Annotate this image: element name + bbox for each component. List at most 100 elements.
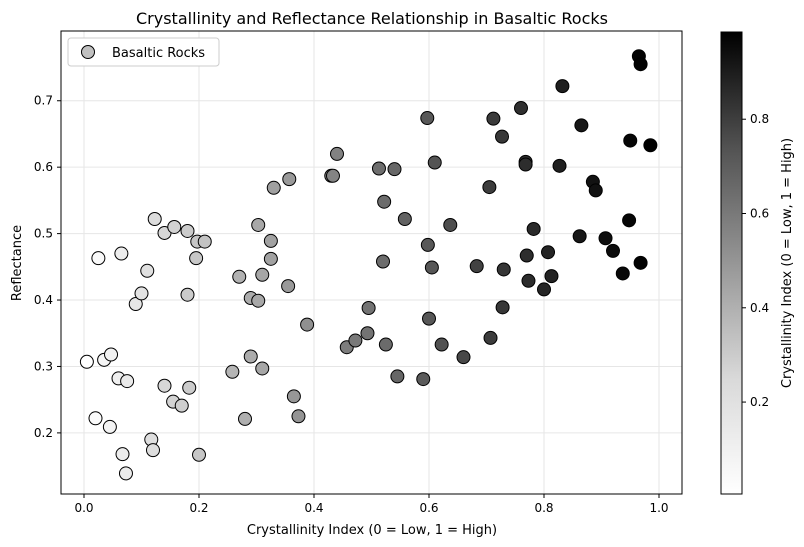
data-point xyxy=(537,282,551,297)
data-point xyxy=(189,251,204,266)
chart-title: Crystallinity and Reflectance Relationsh… xyxy=(136,9,608,28)
data-point xyxy=(495,129,510,144)
data-point xyxy=(555,79,570,94)
data-point xyxy=(255,267,270,282)
data-point xyxy=(79,354,94,369)
data-point xyxy=(251,217,266,232)
data-point xyxy=(544,269,559,284)
data-point xyxy=(266,180,281,195)
data-point xyxy=(434,337,449,352)
x-tick-label: 0.2 xyxy=(189,501,208,515)
colorbar-gradient xyxy=(720,31,743,495)
y-tick-label: 0.5 xyxy=(34,227,53,241)
y-tick-label: 0.6 xyxy=(34,160,53,174)
colorbar-label: Crystallinity Index (0 = Low, 1 = High) xyxy=(780,138,795,388)
data-point xyxy=(518,157,533,172)
y-axis-ticks: 0.2 0.3 0.4 0.5 0.6 0.7 xyxy=(34,94,61,440)
y-tick-label: 0.4 xyxy=(34,293,53,307)
data-point xyxy=(88,411,103,426)
data-point xyxy=(377,194,392,209)
data-point xyxy=(232,269,247,284)
colorbar-tick-label: 0.6 xyxy=(750,207,769,221)
data-point xyxy=(496,262,511,277)
data-point xyxy=(174,398,189,413)
legend: Basaltic Rocks xyxy=(67,37,220,67)
data-point xyxy=(180,287,195,302)
data-point xyxy=(102,419,117,434)
grid-lines xyxy=(61,31,682,494)
y-tick-label: 0.3 xyxy=(34,359,53,373)
data-point xyxy=(643,138,658,153)
data-point xyxy=(225,364,240,379)
data-point xyxy=(633,57,648,72)
colorbar-tick-label: 0.2 xyxy=(750,395,769,409)
y-tick-label: 0.7 xyxy=(34,94,53,108)
data-point xyxy=(469,259,484,274)
data-point xyxy=(118,466,133,481)
data-point xyxy=(300,317,315,332)
data-point xyxy=(286,389,301,404)
data-point xyxy=(622,213,637,228)
data-point xyxy=(282,172,297,187)
data-point xyxy=(263,251,278,266)
data-point xyxy=(115,447,130,462)
data-point xyxy=(192,447,206,462)
data-point xyxy=(104,347,119,362)
data-point xyxy=(456,350,471,365)
data-point xyxy=(623,133,638,148)
data-point xyxy=(263,233,278,248)
data-point xyxy=(330,146,344,161)
data-point xyxy=(91,251,106,266)
data-point xyxy=(427,155,442,170)
plot-area-frame xyxy=(60,30,683,495)
data-point xyxy=(147,211,162,226)
colorbar-tick-label: 0.4 xyxy=(750,301,769,315)
data-point xyxy=(552,158,567,173)
data-point xyxy=(482,180,497,195)
data-point xyxy=(182,380,197,395)
data-point xyxy=(167,219,182,234)
data-point xyxy=(360,326,375,341)
data-point xyxy=(416,372,431,387)
data-point xyxy=(114,246,129,261)
data-point xyxy=(588,183,603,198)
data-point xyxy=(420,111,435,126)
legend-marker xyxy=(81,45,95,59)
colorbar: 0.2 0.4 0.6 0.8 Crystallinity Index (0 = Lo… xyxy=(720,31,795,495)
data-point xyxy=(519,248,534,263)
data-point xyxy=(526,221,541,236)
x-tick-label: 0.4 xyxy=(304,501,323,515)
data-point xyxy=(514,101,528,116)
data-point xyxy=(291,409,306,424)
data-point xyxy=(128,297,143,312)
data-point xyxy=(397,211,412,226)
x-tick-label: 1.0 xyxy=(649,501,668,515)
data-point xyxy=(387,162,402,177)
data-point xyxy=(348,333,363,348)
data-point xyxy=(243,349,258,364)
data-point xyxy=(197,234,212,249)
data-point xyxy=(378,337,393,352)
legend-box xyxy=(67,37,220,67)
data-point xyxy=(140,263,155,278)
data-point xyxy=(521,273,536,288)
x-tick-label: 0.0 xyxy=(74,501,93,515)
data-point xyxy=(422,311,436,326)
data-point xyxy=(420,237,435,252)
legend-entry-basaltic-rocks: Basaltic Rocks xyxy=(112,46,205,61)
x-axis-ticks: 0.0 0.2 0.4 0.6 0.8 1.0 xyxy=(74,494,669,515)
data-point xyxy=(615,266,630,281)
x-tick-label: 0.8 xyxy=(534,501,553,515)
data-point xyxy=(574,118,589,133)
data-point xyxy=(238,411,252,426)
data-point xyxy=(180,223,195,238)
y-axis-label: Reflectance xyxy=(10,225,25,301)
data-point xyxy=(598,231,613,246)
data-point xyxy=(281,279,296,294)
data-point xyxy=(443,217,458,232)
data-point xyxy=(486,111,501,126)
data-point xyxy=(361,301,376,316)
data-point xyxy=(390,369,405,384)
data-point xyxy=(541,245,556,260)
